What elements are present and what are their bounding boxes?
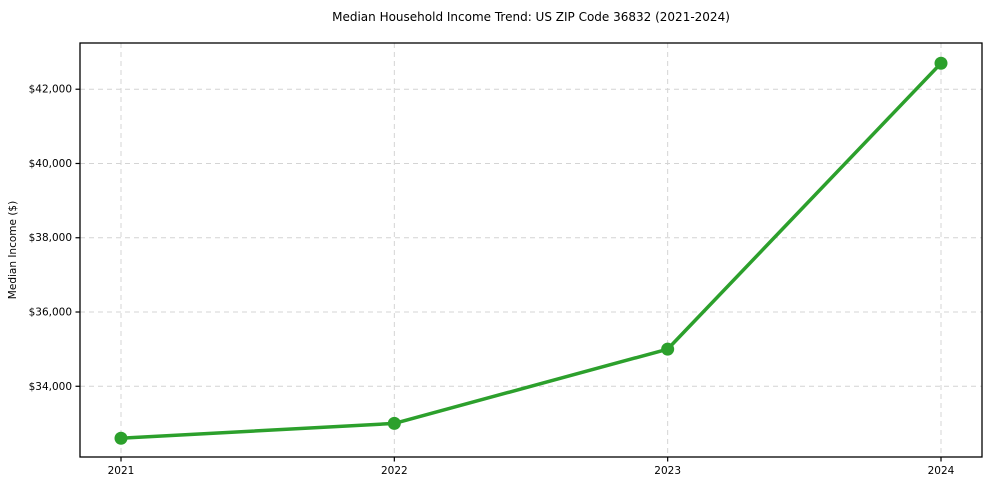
gridlines-layer bbox=[80, 43, 982, 457]
y-axis-label: Median Income ($) bbox=[7, 201, 19, 299]
y-tick-label: $34,000 bbox=[29, 381, 72, 393]
x-tick-label: 2023 bbox=[654, 465, 681, 477]
data-series-layer bbox=[114, 56, 948, 445]
axes-spines-layer bbox=[79, 42, 983, 458]
chart-title: Median Household Income Trend: US ZIP Co… bbox=[332, 10, 730, 24]
y-tick-label: $38,000 bbox=[29, 232, 72, 244]
data-point-2021 bbox=[114, 431, 128, 445]
ticks-layer bbox=[75, 88, 942, 462]
x-tick-label: 2024 bbox=[928, 465, 955, 477]
y-tick-label: $42,000 bbox=[29, 84, 72, 96]
plot-area-border bbox=[79, 42, 983, 458]
x-tick-label: 2021 bbox=[108, 465, 135, 477]
data-point-2024 bbox=[934, 56, 948, 70]
y-tick-label: $36,000 bbox=[29, 307, 72, 319]
x-tick-label: 2022 bbox=[381, 465, 408, 477]
tick-labels-layer: $34,000 $36,000 $38,000 $40,000 $42,000 2021 2… bbox=[29, 84, 955, 477]
y-tick-label: $40,000 bbox=[29, 158, 72, 170]
data-point-2023 bbox=[661, 342, 675, 356]
data-point-2022 bbox=[387, 416, 401, 430]
trend-line bbox=[119, 61, 943, 440]
